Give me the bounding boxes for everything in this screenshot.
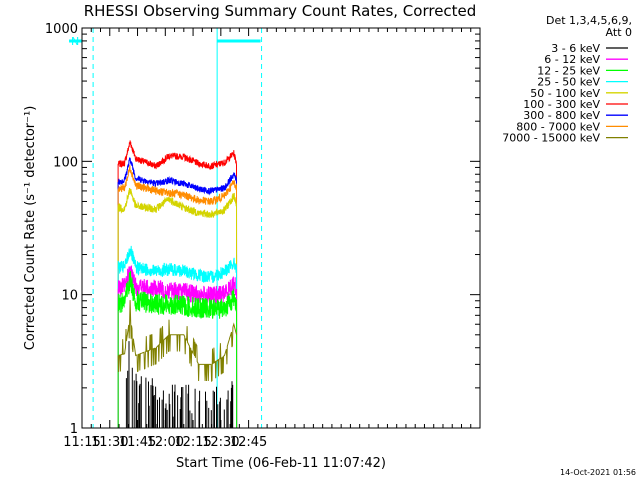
x-tick-label: 11:15 — [63, 435, 100, 450]
legend-label: 100 - 300 keV — [523, 98, 600, 111]
legend-label: 12 - 25 keV — [537, 64, 600, 77]
y-axis: 1 10 100 1000 — [45, 22, 480, 437]
night-label: N — [71, 35, 79, 48]
legend-label: 50 - 100 keV — [530, 87, 600, 100]
series-layer — [117, 140, 238, 429]
x-tick-label: 12:45 — [230, 435, 267, 450]
x-tick-label: 12:30 — [202, 435, 239, 450]
legend-header-1: Det 1,3,4,5,6,9, — [546, 14, 632, 27]
plot-frame — [81, 27, 481, 429]
x-axis-label: Start Time (06-Feb-11 11:07:42) — [176, 456, 386, 471]
chart-title: RHESSI Observing Summary Count Rates, Co… — [84, 2, 477, 20]
series-line — [117, 300, 238, 382]
y-tick-label: 10 — [61, 289, 78, 304]
legend-header-2: Att 0 — [606, 26, 632, 39]
night-markers: N — [69, 28, 263, 428]
series-line — [117, 271, 238, 429]
series-line — [125, 341, 234, 428]
footer-date: 14-Oct-2021 01:56 — [560, 468, 636, 477]
legend-label: 800 - 7000 keV — [516, 120, 600, 133]
series-line — [117, 157, 238, 429]
y-tick-label: 100 — [53, 155, 78, 170]
series-line — [117, 140, 238, 429]
y-tick-label: 1 — [70, 422, 78, 437]
legend-label: 7000 - 15000 keV — [502, 132, 600, 145]
legend-label: 3 - 6 keV — [551, 42, 600, 55]
y-tick-label: 1000 — [45, 22, 78, 37]
x-tick-label: 11:45 — [119, 435, 156, 450]
legend-label: 25 - 50 keV — [537, 76, 600, 89]
series-line — [117, 245, 238, 429]
series-line — [117, 165, 238, 429]
series-line — [117, 187, 238, 429]
x-tick-label: 12:15 — [174, 435, 211, 450]
legend-label: 6 - 12 keV — [544, 53, 600, 66]
x-tick-label: 12:00 — [147, 435, 184, 450]
y-axis-label: Corrected Count Rate (s⁻¹ detector⁻¹) — [23, 106, 38, 351]
x-tick-label: 11:30 — [91, 435, 128, 450]
legend-label: 300 - 800 keV — [523, 109, 600, 122]
